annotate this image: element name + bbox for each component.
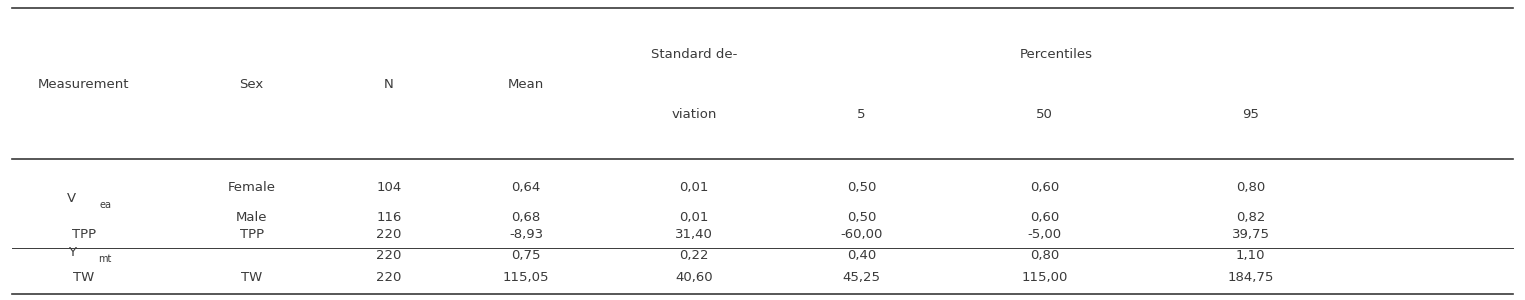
Text: 184,75: 184,75 <box>1228 271 1273 284</box>
Text: -60,00: -60,00 <box>840 228 883 241</box>
Text: 45,25: 45,25 <box>843 271 880 284</box>
Text: 115,00: 115,00 <box>1022 271 1068 284</box>
Text: 40,60: 40,60 <box>676 271 712 284</box>
Text: TW: TW <box>73 271 95 284</box>
Text: Male: Male <box>236 211 267 224</box>
Text: 0,75: 0,75 <box>511 249 541 262</box>
Text: 50: 50 <box>1035 107 1054 121</box>
Text: 0,22: 0,22 <box>679 249 709 262</box>
Text: 0,01: 0,01 <box>679 211 709 224</box>
Text: -5,00: -5,00 <box>1028 228 1061 241</box>
Text: N: N <box>384 77 393 91</box>
Text: -8,93: -8,93 <box>509 228 543 241</box>
Text: ea: ea <box>99 200 111 211</box>
Text: 0,80: 0,80 <box>1029 249 1060 262</box>
Text: Y: Y <box>67 245 76 259</box>
Text: Measurement: Measurement <box>38 77 130 91</box>
Text: 104: 104 <box>377 181 401 194</box>
Text: 0,60: 0,60 <box>1029 211 1060 224</box>
Text: 0,50: 0,50 <box>846 211 877 224</box>
Text: Sex: Sex <box>239 77 264 91</box>
Text: 1,10: 1,10 <box>1235 249 1266 262</box>
Text: 0,82: 0,82 <box>1235 211 1266 224</box>
Text: 0,60: 0,60 <box>1029 181 1060 194</box>
Text: 95: 95 <box>1241 107 1260 121</box>
Text: 0,01: 0,01 <box>679 181 709 194</box>
Text: 220: 220 <box>377 249 401 262</box>
Text: TW: TW <box>241 271 262 284</box>
Text: 0,40: 0,40 <box>846 249 877 262</box>
Text: Percentiles: Percentiles <box>1020 47 1092 61</box>
Text: 0,50: 0,50 <box>846 181 877 194</box>
Text: mt: mt <box>99 254 111 264</box>
Text: V: V <box>67 192 76 206</box>
Text: 5: 5 <box>857 107 866 121</box>
Text: viation: viation <box>671 107 717 121</box>
Text: 0,80: 0,80 <box>1235 181 1266 194</box>
Text: Standard de-: Standard de- <box>651 47 737 61</box>
Text: 0,68: 0,68 <box>511 211 541 224</box>
Text: TPP: TPP <box>72 228 96 241</box>
Text: 39,75: 39,75 <box>1232 228 1269 241</box>
Text: TPP: TPP <box>239 228 264 241</box>
Text: Female: Female <box>227 181 276 194</box>
Text: 220: 220 <box>377 271 401 284</box>
Text: 220: 220 <box>377 228 401 241</box>
Text: 115,05: 115,05 <box>503 271 549 284</box>
Text: 31,40: 31,40 <box>676 228 712 241</box>
Text: 116: 116 <box>377 211 401 224</box>
Text: 0,64: 0,64 <box>511 181 541 194</box>
Text: Mean: Mean <box>508 77 544 91</box>
